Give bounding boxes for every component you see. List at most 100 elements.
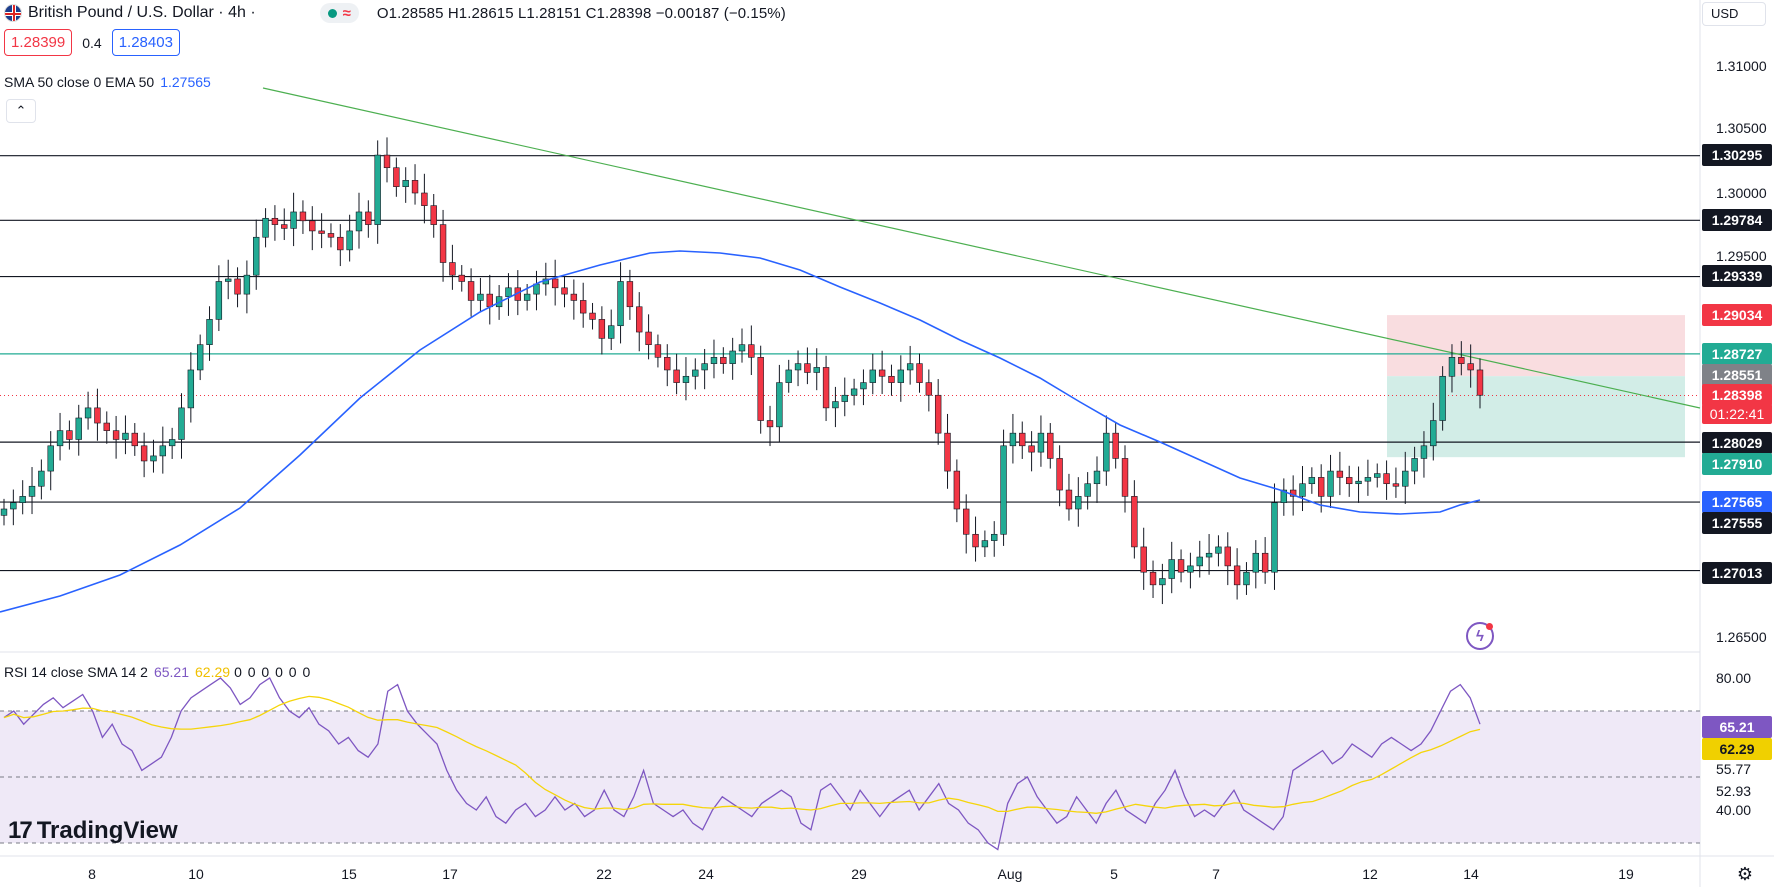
time-tick: 14 [1463,866,1479,882]
rsi-line [3,677,1481,851]
descending-trendline [262,87,1701,409]
candle-body [664,357,671,371]
level-tag-4: 1.28029 [1702,432,1772,454]
candle-body [748,344,755,358]
candle-body [402,180,409,187]
candle-body [934,394,942,434]
candle-body [159,445,167,457]
buy-button[interactable]: 1.28403 [111,29,180,56]
market-status-pill[interactable]: ≈ [319,3,359,23]
candle-body [19,496,26,503]
candle-body [1000,445,1007,535]
time-tick: 17 [442,866,458,882]
candle-body [10,502,17,510]
candle-body [131,432,138,447]
candle-body [720,357,727,364]
ohlc-readout: O1.28585 H1.28615 L1.28151 C1.28398 −0.0… [376,4,786,22]
time-tick: 12 [1362,866,1378,882]
candle-body [271,217,279,225]
candle-body [1159,578,1166,586]
time-tick: 8 [88,866,96,882]
candle-body [729,350,736,364]
candle-body [916,363,923,383]
rsi-tick: 40.00 [1716,802,1752,818]
currency-select[interactable]: USD [1702,2,1766,26]
sell-button[interactable]: 1.28399 [4,29,73,56]
candle-body [850,388,858,396]
candle-body [1355,480,1362,485]
candle-body [1112,432,1119,459]
candle-body [1047,432,1054,459]
level-tag-6: 1.27013 [1702,562,1772,584]
symbol-title[interactable]: British Pound / U.S. Dollar · 4h · [28,4,256,21]
ma-indicator-label: SMA 50 close 0 EMA 50 [4,74,155,90]
candle-body [1448,357,1456,377]
candle-body [1392,483,1400,487]
candle-body [1149,571,1157,586]
ma-indicator-legend[interactable]: SMA 50 close 0 EMA 50 1.27565 [4,74,211,90]
candle-body [1364,477,1372,482]
candle-body [636,306,643,333]
rsi-extra-values: 0 0 0 0 0 0 [234,664,312,680]
candle-body [75,417,82,440]
candle-body [1243,571,1250,586]
candle-body [1196,556,1203,567]
candle-body [608,325,615,339]
candle-body [458,274,465,282]
candle-body [1093,470,1101,485]
candle-body [776,382,783,428]
candle-body [140,445,148,462]
candle-body [981,540,989,548]
candle-body [1308,477,1316,485]
time-tick: 29 [851,866,867,882]
position-loss-zone [1387,376,1685,458]
candle-body [38,470,45,487]
rsi-indicator-legend[interactable]: RSI 14 close SMA 14 2 65.21 62.29 0 0 0 0 0… [4,664,311,680]
candle-body [561,287,568,295]
rsi-tick: 55.77 [1716,761,1752,777]
lightning-alert-icon[interactable]: ϟ [1466,622,1494,650]
rsi-value-tag: 65.21 [1702,716,1772,738]
candle-body [1121,458,1129,497]
candle-body [598,319,606,339]
spread-value: 0.4 [82,34,102,51]
tradingview-logo[interactable]: 17 TradingView [8,817,178,845]
candle-body [860,382,867,390]
candle-body [411,180,419,194]
market-open-dot-icon [327,8,337,18]
candle-body [701,363,708,371]
candle-body [421,192,428,206]
candle-body [383,154,391,169]
price-tick: 1.30500 [1716,120,1767,136]
candle-body [1252,552,1259,573]
candle-body [626,281,634,308]
time-tick: 15 [341,866,357,882]
candle-body [178,407,185,440]
candle-body [206,319,213,345]
candle-body [953,470,961,510]
candle-body [1065,489,1073,510]
price-tick: 1.26500 [1716,629,1767,645]
candle-body [439,224,447,263]
candle-body [888,375,895,383]
rsi-sma-line [3,695,1481,814]
rsi-value: 65.21 [153,664,190,680]
candle-body [991,533,998,541]
candle-body [365,211,372,225]
candle-body [56,430,64,447]
candle-body [281,224,288,229]
candle-body [393,167,400,187]
collapse-legend-button[interactable]: ⌃ [6,99,36,123]
candle-body [785,369,792,383]
candle-body [869,369,876,383]
candle-body [972,533,979,548]
candle-body [215,281,223,320]
candle-body [822,367,830,409]
position-profit-zone [1387,315,1685,377]
candle-body [234,278,241,295]
candle-body [486,293,493,308]
settings-gear-icon[interactable]: ⚙ [1736,864,1754,884]
candle-body [47,445,54,472]
